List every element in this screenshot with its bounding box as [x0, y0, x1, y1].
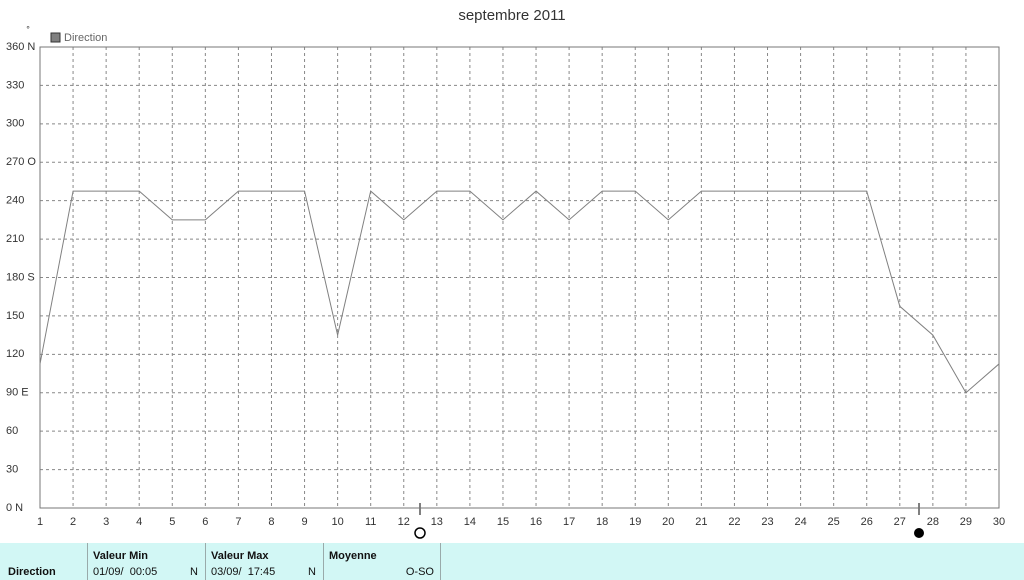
mean-title: Moyenne — [329, 550, 377, 562]
max-dir: N — [308, 566, 316, 578]
x-tick-label: 26 — [861, 516, 873, 528]
y-tick-label: 210 — [6, 233, 24, 245]
chart-title: septembre 2011 — [458, 7, 565, 24]
mean-dir: O-SO — [405, 566, 434, 578]
max-title: Valeur Max — [211, 550, 269, 562]
x-tick-label: 9 — [301, 516, 307, 528]
x-tick-label: 28 — [927, 516, 939, 528]
x-tick-label: 13 — [431, 516, 443, 528]
y-tick-label: 240 — [6, 195, 24, 207]
y-tick-label: 0 N — [6, 502, 23, 514]
x-tick-label: 17 — [563, 516, 575, 528]
x-tick-label: 3 — [103, 516, 109, 528]
plot-frame — [39, 46, 1000, 509]
row-label-cell: Direction — [0, 543, 88, 580]
row-label: Direction — [8, 566, 56, 578]
x-tick-label: 10 — [331, 516, 343, 528]
x-tick-label: 21 — [695, 516, 707, 528]
x-tick-label: 22 — [728, 516, 740, 528]
summary-bar: Direction Valeur Min 01/09/ 00:05 N Vale… — [0, 543, 1024, 580]
min-cell: Valeur Min 01/09/ 00:05 N — [88, 543, 206, 580]
x-tick-label: 23 — [761, 516, 773, 528]
x-tick-label: 12 — [398, 516, 410, 528]
x-tick-label: 24 — [794, 516, 806, 528]
x-tick-label: 8 — [268, 516, 274, 528]
y-tick-label: 60 — [6, 425, 18, 437]
x-tick-label: 4 — [136, 516, 142, 528]
x-tick-label: 30 — [993, 516, 1005, 528]
y-tick-label: 90 E — [6, 387, 29, 399]
y-tick-label: 300 — [6, 118, 24, 130]
x-tick-label: 27 — [894, 516, 906, 528]
x-tick-label: 25 — [828, 516, 840, 528]
y-tick-label: 30 — [6, 463, 18, 475]
y-tick-label: 180 S — [6, 271, 35, 283]
max-cell: Valeur Max 03/09/ 17:45 N — [206, 543, 324, 580]
max-date: 03/09/ 17:45 — [211, 566, 276, 578]
x-tick-label: 20 — [662, 516, 674, 528]
x-tick-label: 5 — [169, 516, 175, 528]
x-tick-label: 18 — [596, 516, 608, 528]
y-tick-label: 270 O — [6, 156, 36, 168]
x-tick-label: 19 — [629, 516, 641, 528]
mean-cell: Moyenne O-SO — [324, 543, 441, 580]
legend-swatch — [50, 32, 61, 43]
x-tick-label: 15 — [497, 516, 509, 528]
min-title: Valeur Min — [93, 550, 149, 562]
y-tick-label: 330 — [6, 79, 24, 91]
y-unit: ° — [26, 24, 30, 34]
x-tick-label: 11 — [365, 516, 376, 528]
min-date: 01/09/ 00:05 — [93, 566, 158, 578]
x-tick-label: 29 — [960, 516, 972, 528]
data-line — [39, 190, 1000, 394]
min-dir: N — [190, 566, 198, 578]
moon-icons — [414, 503, 924, 539]
x-tick-label: 16 — [530, 516, 542, 528]
y-tick-label: 150 — [6, 310, 24, 322]
x-tick-label: 7 — [235, 516, 241, 528]
x-tick-label: 2 — [70, 516, 76, 528]
x-tick-label: 1 — [37, 516, 43, 528]
x-tick-label: 14 — [464, 516, 476, 528]
legend-label: Direction — [64, 32, 107, 44]
y-tick-label: 360 N — [6, 41, 35, 53]
y-tick-label: 120 — [6, 348, 24, 360]
x-tick-label: 6 — [202, 516, 208, 528]
